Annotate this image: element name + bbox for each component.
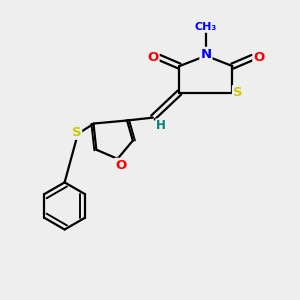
- Text: H: H: [156, 119, 166, 132]
- Text: O: O: [147, 51, 159, 64]
- Text: N: N: [200, 48, 211, 61]
- Text: S: S: [233, 86, 243, 99]
- Text: O: O: [253, 51, 265, 64]
- Text: O: O: [115, 159, 126, 172]
- Text: CH₃: CH₃: [195, 22, 217, 32]
- Text: S: S: [72, 126, 81, 139]
